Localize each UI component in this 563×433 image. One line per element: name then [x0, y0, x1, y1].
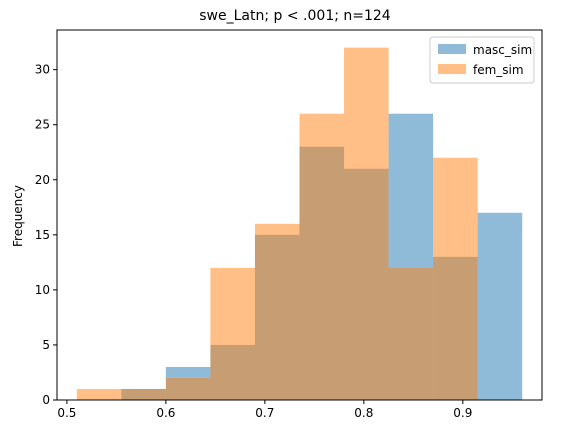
legend: masc_sim fem_sim	[429, 36, 535, 84]
fem_sim-bar-4	[254, 223, 300, 400]
y-tick-label-4: 20	[35, 173, 50, 187]
chart-title: swe_Latn; p < .001; n=124	[199, 8, 391, 24]
x-tick-label-2: 0.7	[255, 406, 274, 420]
fem_sim-bar-8	[433, 157, 478, 400]
fem_sim-bar-6	[344, 47, 389, 400]
fem_sim-bar-1	[121, 388, 166, 400]
plot-frame	[56, 29, 543, 401]
x-axis-ticks: 0.5 0.6 0.7 0.8 0.9	[57, 400, 472, 420]
fem_sim-bar-0	[76, 388, 122, 400]
legend-label-masc_sim: masc_sim	[473, 43, 532, 57]
y-tick-label-2: 10	[35, 283, 50, 297]
fem_sim-bar-3	[210, 267, 255, 400]
x-tick-label-4: 0.9	[453, 406, 472, 420]
bars-layer	[76, 47, 523, 400]
fem_sim-bar-5	[299, 113, 345, 400]
y-tick-label-1: 5	[42, 338, 50, 352]
y-axis-label: Frequency	[11, 185, 25, 247]
y-tick-label-6: 30	[35, 63, 50, 77]
fem_sim-bar-2	[165, 377, 211, 400]
series-fem_sim	[76, 47, 478, 400]
legend-swatch-fem_sim	[438, 64, 466, 74]
y-tick-label-0: 0	[42, 393, 50, 407]
x-tick-label-1: 0.6	[156, 406, 175, 420]
x-tick-label-3: 0.8	[354, 406, 373, 420]
legend-swatch-masc_sim	[438, 44, 466, 54]
y-tick-label-3: 15	[35, 228, 50, 242]
fem_sim-bar-7	[388, 267, 434, 400]
masc_sim-bar-8	[477, 212, 523, 400]
legend-label-fem_sim: fem_sim	[473, 63, 524, 77]
y-axis-ticks: 0 5 10 15 20 25 30	[35, 63, 57, 407]
x-tick-label-0: 0.5	[57, 406, 76, 420]
y-tick-label-5: 25	[35, 118, 50, 132]
